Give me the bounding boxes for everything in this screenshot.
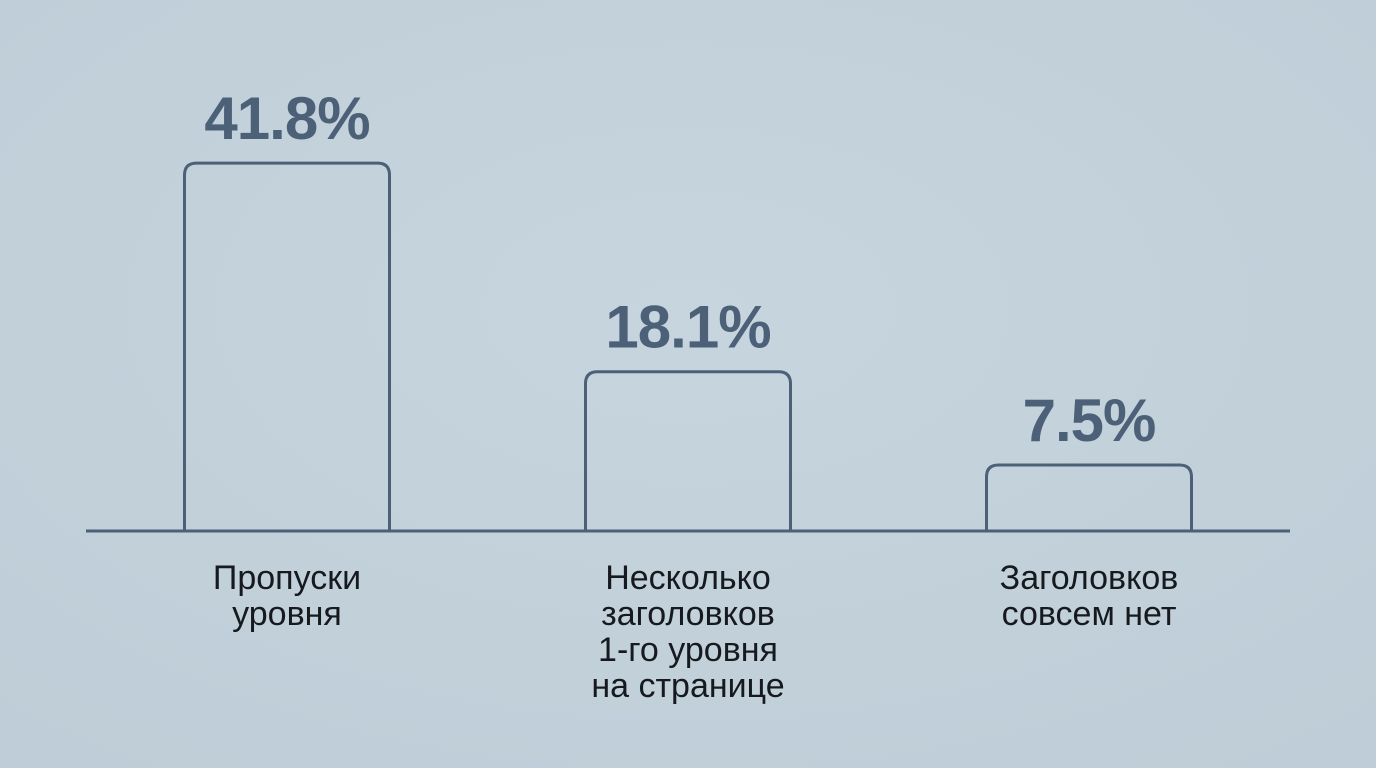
category-label: Заголовков совсем нет	[1000, 559, 1179, 633]
category-label-line: Пропуски	[213, 559, 361, 597]
category-label: Пропуски уровня	[213, 559, 361, 633]
bar	[183, 161, 391, 531]
category-label-line: Несколько	[605, 559, 771, 597]
bar	[584, 370, 792, 531]
value-label: 18.1%	[605, 294, 770, 361]
category-label: Несколько заголовков 1-го уровня на страниц…	[591, 559, 784, 705]
category-label-line: Заголовков	[1000, 559, 1179, 597]
value-label: 41.8%	[204, 85, 369, 152]
category-label-line: заголовков	[601, 595, 775, 633]
category-label-line: на странице	[591, 667, 784, 705]
category-label-line: совсем нет	[1002, 595, 1177, 633]
value-label: 7.5%	[1023, 387, 1156, 454]
bar	[985, 463, 1193, 531]
category-label-line: уровня	[232, 595, 342, 633]
category-label-line: 1-го уровня	[598, 631, 778, 669]
